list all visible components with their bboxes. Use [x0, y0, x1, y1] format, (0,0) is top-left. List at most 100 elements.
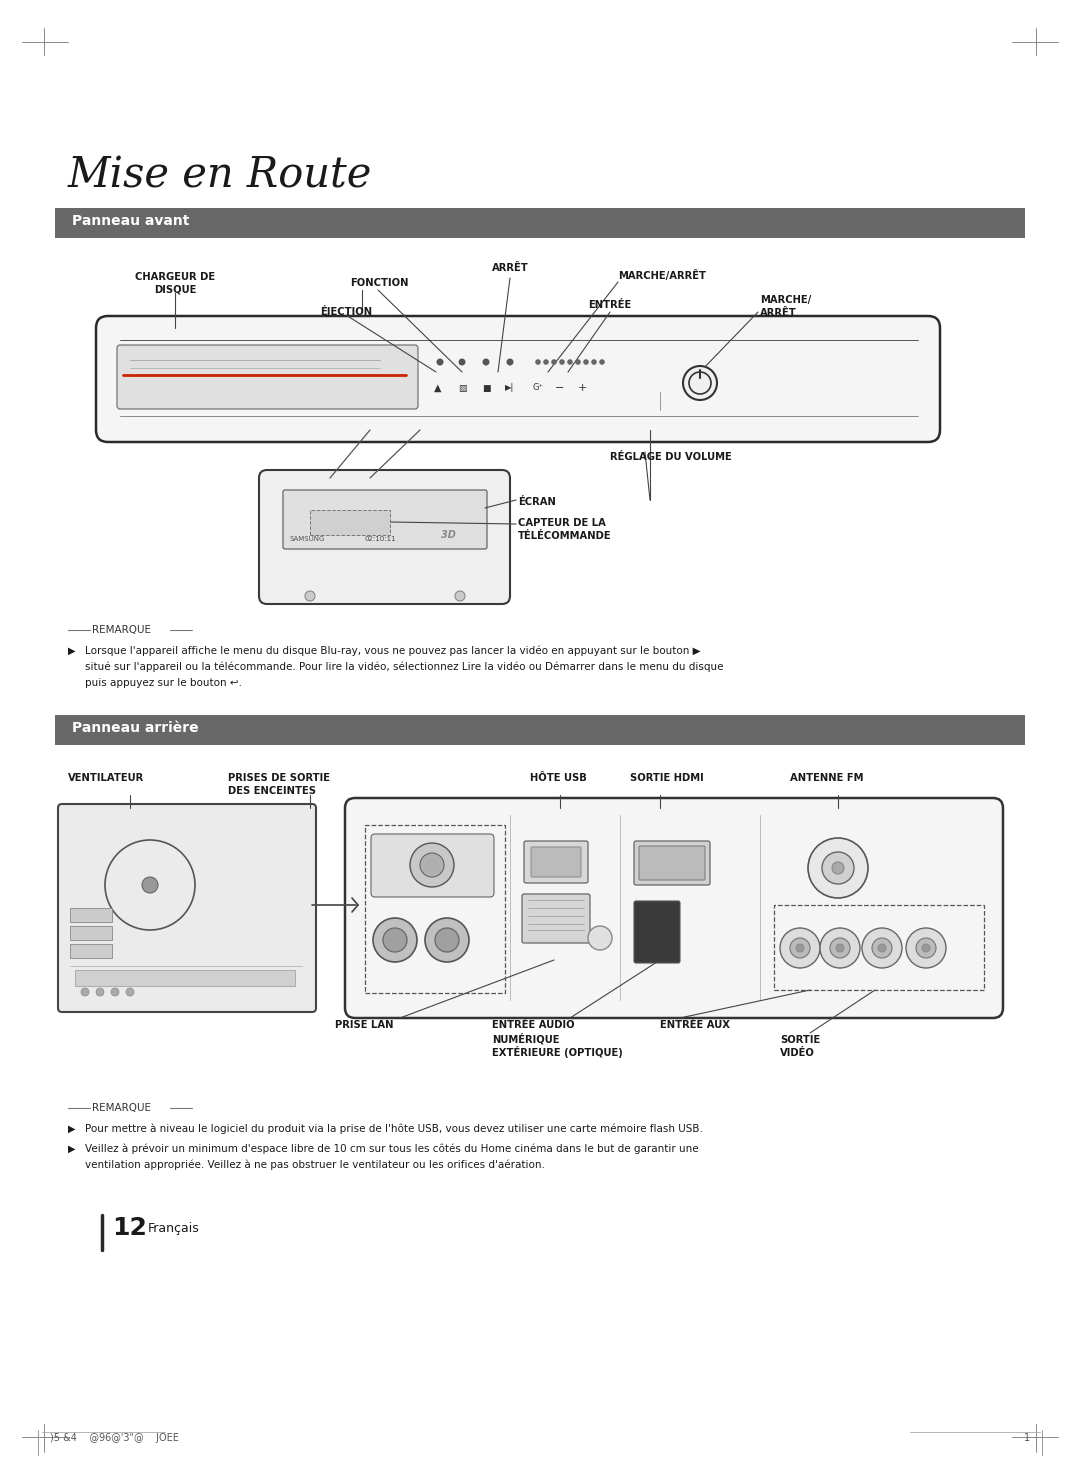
Text: PRISES DE SORTIE: PRISES DE SORTIE — [228, 774, 330, 782]
Text: Lorsque l'appareil affiche le menu du disque Blu-ray, vous ne pouvez pas lancer : Lorsque l'appareil affiche le menu du di… — [85, 646, 701, 657]
Text: Panneau avant: Panneau avant — [72, 214, 189, 228]
Text: VIDÉO: VIDÉO — [780, 1049, 815, 1057]
Text: G⁺: G⁺ — [532, 383, 543, 392]
Text: ▨: ▨ — [458, 383, 467, 392]
Text: +: + — [578, 383, 586, 393]
Circle shape — [599, 359, 605, 365]
Text: Veillez à prévoir un minimum d'espace libre de 10 cm sur tous les côtés du Home : Veillez à prévoir un minimum d'espace li… — [85, 1143, 699, 1155]
Circle shape — [436, 358, 444, 365]
Circle shape — [567, 359, 572, 365]
Text: Pour mettre à niveau le logiciel du produit via la prise de l'hôte USB, vous dev: Pour mettre à niveau le logiciel du prod… — [85, 1124, 703, 1134]
Text: ▶: ▶ — [68, 646, 76, 657]
Text: puis appuyez sur le bouton ↩.: puis appuyez sur le bouton ↩. — [85, 677, 242, 688]
Text: REMARQUE: REMARQUE — [92, 626, 151, 634]
Text: EXTÉRIEURE (OPTIQUE): EXTÉRIEURE (OPTIQUE) — [492, 1046, 623, 1057]
Circle shape — [862, 927, 902, 967]
Circle shape — [878, 944, 886, 952]
Circle shape — [906, 927, 946, 967]
Text: ENTRÉE: ENTRÉE — [588, 300, 631, 311]
Circle shape — [922, 944, 930, 952]
FancyBboxPatch shape — [259, 470, 510, 603]
Text: SAMSUNG: SAMSUNG — [291, 535, 325, 541]
Text: ÉJECTION: ÉJECTION — [320, 305, 373, 317]
Circle shape — [591, 359, 597, 365]
FancyBboxPatch shape — [96, 317, 940, 442]
Circle shape — [383, 927, 407, 952]
Text: DISQUE: DISQUE — [153, 285, 197, 294]
Circle shape — [141, 877, 158, 893]
Circle shape — [305, 592, 315, 600]
Text: MARCHE/: MARCHE/ — [760, 294, 811, 305]
Text: ENTRÉE AUX: ENTRÉE AUX — [660, 1021, 730, 1029]
Circle shape — [583, 359, 589, 365]
Bar — [365, 825, 505, 992]
Bar — [310, 510, 390, 535]
Text: 1: 1 — [1024, 1433, 1030, 1444]
Text: MARCHE/ARRÊT: MARCHE/ARRÊT — [618, 271, 706, 281]
FancyBboxPatch shape — [634, 901, 680, 963]
Text: Mise en Route: Mise en Route — [68, 155, 373, 197]
Text: REMARQUE: REMARQUE — [92, 1103, 151, 1114]
Circle shape — [426, 918, 469, 961]
Circle shape — [373, 918, 417, 961]
Text: Français: Français — [148, 1222, 200, 1235]
Circle shape — [543, 359, 549, 365]
Text: HÔTE USB: HÔTE USB — [530, 774, 586, 782]
Circle shape — [796, 944, 804, 952]
Text: CAPTEUR DE LA: CAPTEUR DE LA — [518, 518, 606, 528]
Text: ▶: ▶ — [68, 1143, 76, 1154]
FancyBboxPatch shape — [524, 842, 588, 883]
Text: ventilation appropriée. Veillez à ne pas obstruer le ventilateur ou les orifices: ventilation appropriée. Veillez à ne pas… — [85, 1160, 545, 1170]
Circle shape — [455, 592, 465, 600]
Text: ARRÊT: ARRÊT — [760, 308, 797, 318]
FancyBboxPatch shape — [117, 345, 418, 410]
FancyBboxPatch shape — [345, 799, 1003, 1018]
Circle shape — [551, 359, 557, 365]
Text: ARRÊT: ARRÊT — [491, 263, 528, 274]
Bar — [70, 908, 112, 921]
Bar — [774, 905, 984, 989]
FancyBboxPatch shape — [522, 893, 590, 944]
FancyBboxPatch shape — [531, 847, 581, 877]
Circle shape — [483, 358, 489, 365]
Text: SORTIE HDMI: SORTIE HDMI — [630, 774, 704, 782]
Text: 02:10:11: 02:10:11 — [364, 535, 395, 541]
Bar — [55, 209, 1025, 238]
Text: ▶: ▶ — [68, 1124, 76, 1134]
Circle shape — [459, 358, 465, 365]
FancyBboxPatch shape — [58, 805, 316, 1012]
Text: −: − — [555, 383, 565, 393]
Text: ▶|: ▶| — [505, 383, 515, 392]
Bar — [55, 714, 1025, 745]
Text: ■: ■ — [482, 383, 490, 392]
Text: ENTRÉE AUDIO: ENTRÉE AUDIO — [492, 1021, 575, 1029]
Circle shape — [831, 938, 850, 958]
Circle shape — [916, 938, 936, 958]
FancyBboxPatch shape — [283, 490, 487, 549]
Circle shape — [820, 927, 860, 967]
Bar — [70, 926, 112, 941]
Circle shape — [780, 927, 820, 967]
Circle shape — [789, 938, 810, 958]
Text: ▲: ▲ — [434, 383, 442, 393]
Circle shape — [559, 359, 565, 365]
Circle shape — [410, 843, 454, 887]
Text: ÉCRAN: ÉCRAN — [518, 497, 556, 507]
FancyBboxPatch shape — [639, 846, 705, 880]
FancyBboxPatch shape — [634, 842, 710, 884]
Text: DES ENCEINTES: DES ENCEINTES — [228, 785, 316, 796]
Text: NUMÉRIQUE: NUMÉRIQUE — [492, 1032, 559, 1044]
Bar — [70, 944, 112, 958]
Circle shape — [683, 365, 717, 399]
Text: 12: 12 — [112, 1216, 147, 1239]
Text: VENTILATEUR: VENTILATEUR — [68, 774, 145, 782]
Circle shape — [111, 988, 119, 995]
Circle shape — [576, 359, 581, 365]
Circle shape — [96, 988, 104, 995]
Circle shape — [832, 862, 843, 874]
Text: )5 &4    @96@'3"@    JOEE: )5 &4 @96@'3"@ JOEE — [50, 1433, 179, 1444]
FancyBboxPatch shape — [372, 834, 494, 896]
Circle shape — [81, 988, 89, 995]
Text: PRISE LAN: PRISE LAN — [335, 1021, 393, 1029]
Text: CHARGEUR DE: CHARGEUR DE — [135, 272, 215, 282]
